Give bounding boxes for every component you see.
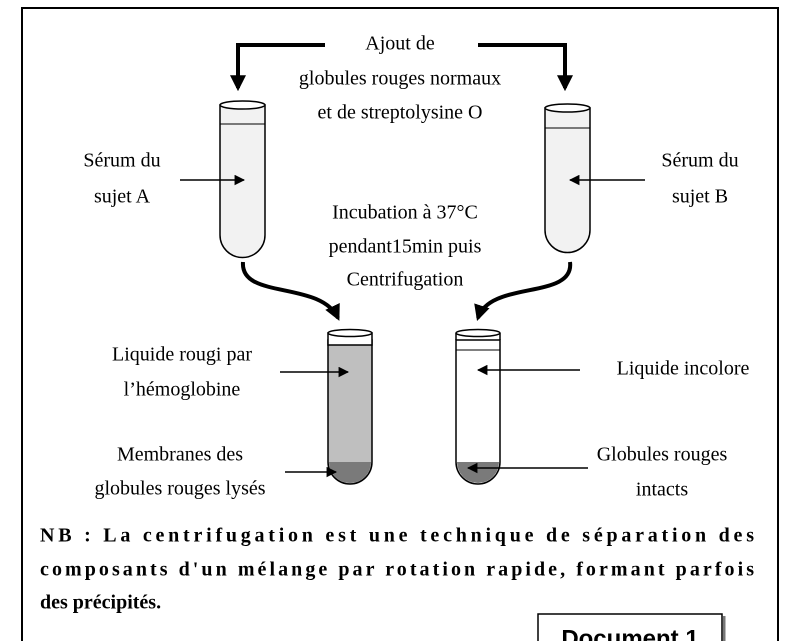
note-line: des précipités. bbox=[40, 592, 161, 614]
pointers bbox=[180, 174, 645, 478]
label: Incubation à 37°C bbox=[332, 202, 478, 224]
label: Centrifugation bbox=[347, 269, 464, 291]
label: et de streptolysine O bbox=[318, 102, 483, 124]
arrow bbox=[474, 261, 573, 322]
tube bbox=[327, 328, 373, 485]
frame bbox=[21, 7, 779, 641]
label: sujet B bbox=[672, 186, 728, 208]
label: Liquide rougi par bbox=[112, 344, 252, 366]
label: intacts bbox=[636, 479, 688, 501]
document-box: Document 1 bbox=[537, 613, 726, 641]
label: l’hémoglobine bbox=[124, 379, 241, 401]
arrow bbox=[230, 43, 325, 92]
label: pendant15min puis bbox=[329, 236, 482, 258]
tube bbox=[455, 328, 501, 485]
label: Membranes des bbox=[117, 444, 243, 466]
label: Ajout de bbox=[365, 33, 435, 55]
label: Sérum du bbox=[83, 150, 160, 172]
labels: Ajout de globules rouges normaux et de s… bbox=[40, 33, 754, 614]
tube bbox=[544, 103, 591, 254]
label: globules rouges lysés bbox=[94, 478, 265, 500]
label: Globules rouges bbox=[597, 444, 728, 466]
label: globules rouges normaux bbox=[299, 68, 501, 90]
note-line: composants d'un mélange par rotation rap… bbox=[40, 559, 754, 581]
note-line: NB : La centrifugation est une technique… bbox=[40, 525, 754, 547]
label: Liquide incolore bbox=[617, 358, 750, 380]
arrow bbox=[478, 43, 573, 92]
document-label: Document 1 bbox=[561, 625, 698, 641]
arrow bbox=[240, 261, 340, 321]
label: Sérum du bbox=[661, 150, 738, 172]
label: sujet A bbox=[94, 186, 151, 208]
